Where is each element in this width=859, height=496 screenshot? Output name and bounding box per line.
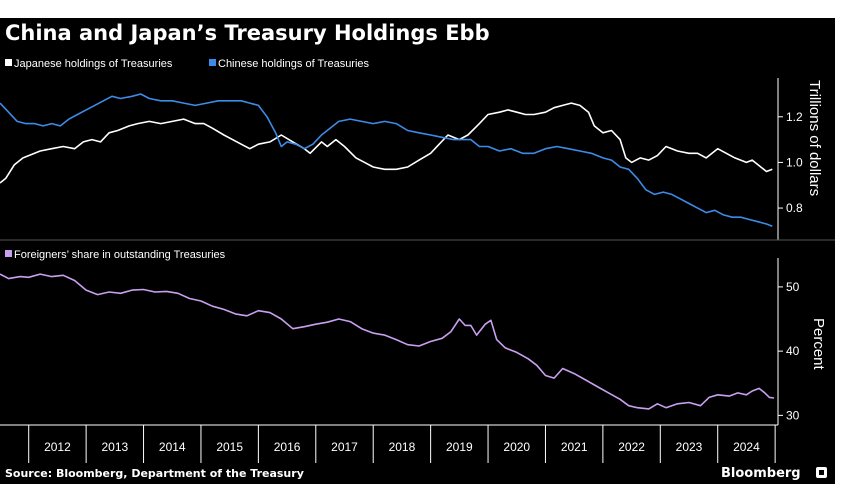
bottom-y-tick-label: 50 <box>786 280 800 294</box>
legend-label-japan: Japanese holdings of Treasuries <box>14 58 173 70</box>
top-y-tick-label: 0.8 <box>786 201 803 215</box>
legend-label-foreign-share: Foreigners’ share in outstanding Treasur… <box>14 249 226 261</box>
top-y-ticks: 0.8 1.0 1.2 <box>778 110 803 215</box>
x-tick-label: 2018 <box>389 440 416 454</box>
top-legend: Japanese holdings of Treasuries Chinese … <box>5 58 370 70</box>
chart-canvas: China and Japan’s Treasury Holdings Ebb … <box>0 21 835 481</box>
bottom-legend: Foreigners’ share in outstanding Treasur… <box>5 249 226 261</box>
bottom-y-tick-label: 30 <box>786 408 800 422</box>
top-y-axis-title: Trillions of dollars <box>806 80 823 196</box>
chart-title: China and Japan’s Treasury Holdings Ebb <box>5 21 490 45</box>
bottom-panel: Foreigners’ share in outstanding Treasur… <box>0 249 827 425</box>
x-tick-label: 2017 <box>331 440 358 454</box>
bottom-y-tick-label: 40 <box>786 344 800 358</box>
top-y-tick-label: 1.0 <box>786 155 803 169</box>
legend-swatch-china <box>209 59 216 66</box>
x-tick-label: 2020 <box>503 440 530 454</box>
x-tick-label: 2021 <box>561 440 588 454</box>
bottom-y-axis-title: Percent <box>810 318 827 371</box>
brand-mark-icon <box>816 467 827 478</box>
chart-frame: China and Japan’s Treasury Holdings Ebb … <box>0 18 835 484</box>
x-tick-label: 2023 <box>676 440 703 454</box>
x-tick-label: 2012 <box>44 440 71 454</box>
top-series-line-1 <box>0 93 773 228</box>
legend-swatch-foreign-share <box>5 250 12 257</box>
top-y-tick-label: 1.2 <box>786 110 803 124</box>
bottom-y-ticks: 30 40 50 <box>778 280 800 422</box>
legend-swatch-japan <box>5 59 12 66</box>
x-tick-label: 2022 <box>618 440 645 454</box>
x-tick-label: 2014 <box>159 440 186 454</box>
source-note: Source: Bloomberg, Department of the Tre… <box>5 467 304 480</box>
x-tick-label: 2019 <box>446 440 473 454</box>
x-ticks: 2012 2013 2014 2015 2016 2017 2018 2019 2020 2021… <box>28 425 776 463</box>
bottom-series-group <box>0 273 775 410</box>
bottom-series-line-0 <box>0 273 775 410</box>
top-panel: Japanese holdings of Treasuries Chinese … <box>0 58 823 240</box>
legend-label-china: Chinese holdings of Treasuries <box>218 58 370 70</box>
x-axis: 2012 2013 2014 2015 2016 2017 2018 2019 2020 2021… <box>0 424 778 463</box>
x-tick-label: 2015 <box>216 440 243 454</box>
x-tick-label: 2013 <box>101 440 128 454</box>
brand-logo-text: Bloomberg <box>721 466 801 481</box>
top-series-group <box>0 93 773 228</box>
x-tick-label: 2016 <box>274 440 301 454</box>
top-series-line-0 <box>0 102 773 184</box>
x-tick-label: 2024 <box>733 440 760 454</box>
